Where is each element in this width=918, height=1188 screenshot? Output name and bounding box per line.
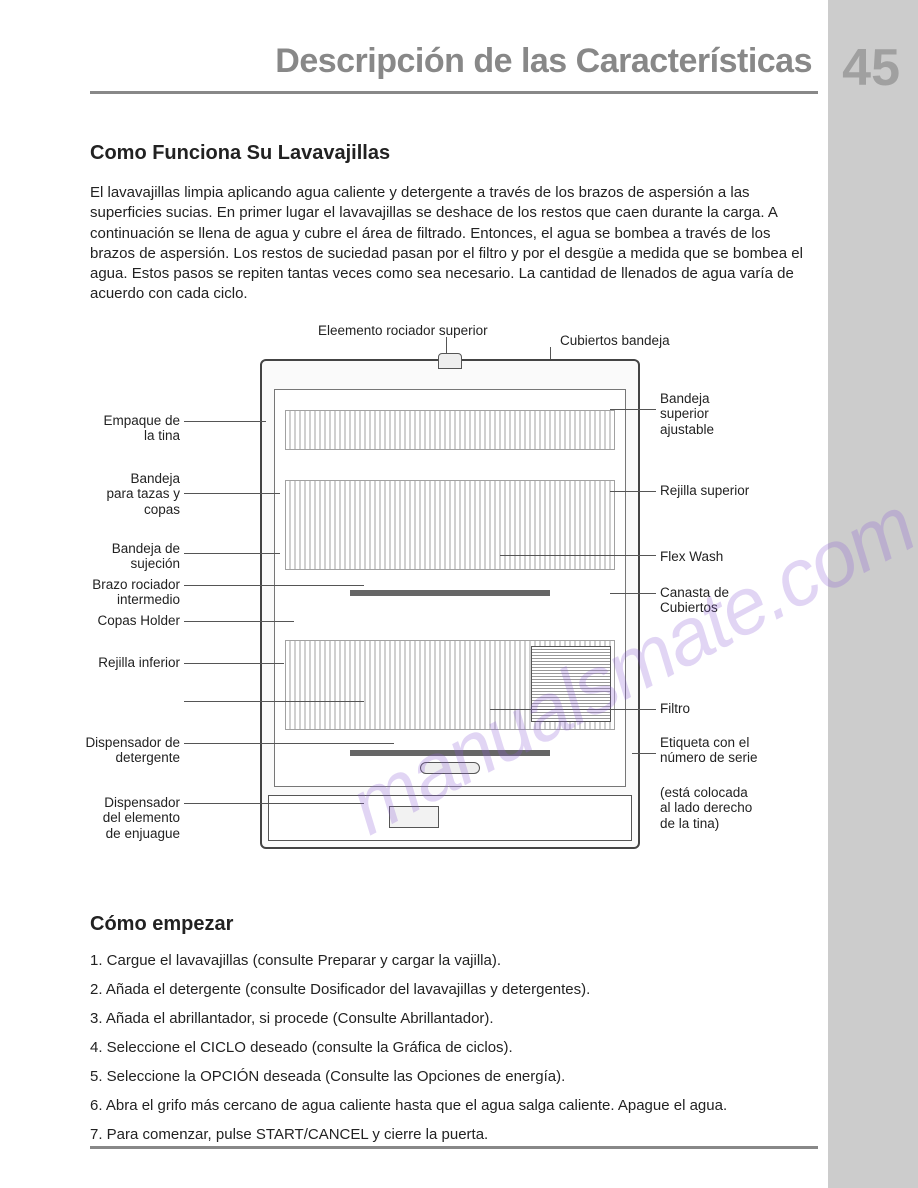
section1-heading: Como Funciona Su Lavavajillas	[90, 142, 818, 165]
title-rule	[90, 91, 818, 94]
leader	[184, 621, 294, 622]
leader	[184, 421, 266, 422]
leader	[184, 663, 284, 664]
label-flex-wash: Flex Wash	[660, 549, 723, 565]
lower-spray-arm	[350, 750, 550, 756]
leader	[184, 743, 394, 744]
label-serial-note: (está colocadaal lado derechode la tina)	[660, 785, 770, 832]
leader	[632, 753, 656, 754]
leader	[184, 701, 364, 702]
label-tub-gasket: Empaque dela tina	[70, 413, 180, 444]
upper-rack	[285, 410, 615, 450]
leader	[184, 493, 280, 494]
label-filter: Filtro	[660, 701, 690, 717]
label-detergent-disp: Dispensador dedetergente	[70, 735, 180, 766]
page-content: Descripción de las Características Como …	[90, 0, 818, 1153]
label-mid-spray: Brazo rociadorintermedio	[70, 577, 180, 608]
step-6: 6. Abra el grifo más cercano de agua cal…	[90, 1095, 818, 1116]
page-number: 45	[842, 38, 900, 98]
top-knob	[438, 353, 462, 369]
page-title: Descripción de las Características	[90, 42, 818, 81]
label-upper-rack: Rejilla superior	[660, 483, 749, 499]
label-lower-rack: Rejilla inferior	[78, 655, 180, 671]
section2-heading: Cómo empezar	[90, 913, 818, 936]
label-cutlery-tray: Cubiertos bandeja	[560, 333, 670, 349]
leader	[610, 491, 656, 492]
step-2: 2. Añada el detergente (consulte Dosific…	[90, 979, 818, 1000]
dishwasher-diagram: Eleemento rociador superior Cubiertos ba…	[90, 323, 818, 883]
dishwasher-interior	[274, 389, 626, 787]
label-top-sprayer: Eleemento rociador superior	[318, 323, 488, 339]
leader	[184, 553, 280, 554]
steps-list: 1. Cargue el lavavajillas (consulte Prep…	[90, 950, 818, 1145]
mid-rack	[285, 480, 615, 570]
step-5: 5. Seleccione la OPCIÓN deseada (Consult…	[90, 1066, 818, 1087]
leader	[610, 409, 656, 410]
step-7: 7. Para comenzar, pulse START/CANCEL y c…	[90, 1124, 818, 1145]
label-serial: Etiqueta con elnúmero de serie	[660, 735, 770, 766]
label-cutlery-basket: Canasta deCubiertos	[660, 585, 770, 616]
step-4: 4. Seleccione el CICLO deseado (consulte…	[90, 1037, 818, 1058]
dishwasher-outline	[260, 359, 640, 849]
step-3: 3. Añada el abrillantador, si procede (C…	[90, 1008, 818, 1029]
label-hold-shelf: Bandeja desujeción	[70, 541, 180, 572]
door-panel	[268, 795, 632, 841]
label-cup-holder: Copas Holder	[78, 613, 180, 629]
detergent-dispenser	[389, 806, 439, 828]
mid-spray-arm	[350, 590, 550, 596]
leader	[490, 709, 656, 710]
leader	[610, 593, 656, 594]
cutlery-basket	[531, 646, 611, 722]
section1-body: El lavavajillas limpia aplicando agua ca…	[90, 183, 818, 305]
label-rinse-disp: Dispensadordel elementode enjuague	[70, 795, 180, 842]
step-1: 1. Cargue el lavavajillas (consulte Prep…	[90, 950, 818, 971]
page-sidebar	[828, 0, 918, 1188]
label-cup-shelf: Bandejapara tazas ycopas	[70, 471, 180, 518]
label-adj-upper: Bandejasuperiorajustable	[660, 391, 770, 438]
bottom-rule	[90, 1146, 818, 1149]
leader	[500, 555, 656, 556]
leader	[184, 585, 364, 586]
filter	[420, 762, 480, 774]
leader	[184, 803, 364, 804]
